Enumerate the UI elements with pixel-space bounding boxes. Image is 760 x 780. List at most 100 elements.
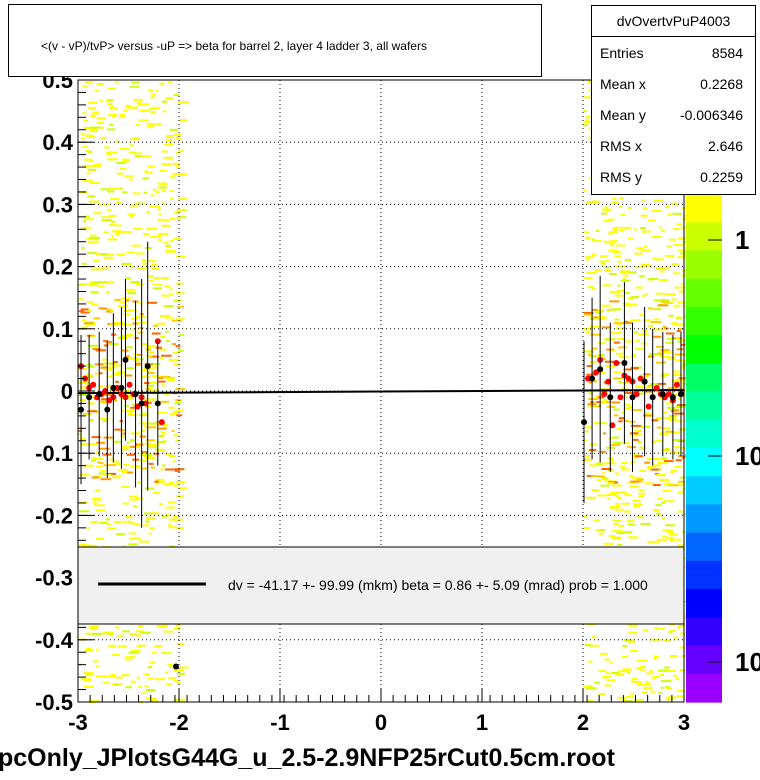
density-cell: [668, 533, 678, 536]
density-cell: [124, 175, 134, 178]
density-cell: [674, 286, 686, 289]
density-cell: [91, 303, 99, 306]
density-cell: [622, 492, 627, 495]
density-cell: [123, 520, 132, 523]
data-point: [665, 391, 672, 398]
density-cell: [161, 277, 170, 279]
density-cell: [172, 319, 183, 322]
density-cell: [95, 200, 100, 203]
data-point: [593, 369, 600, 376]
density-cell: [655, 458, 664, 461]
density-cell: [655, 258, 664, 261]
density-cell: [168, 358, 179, 361]
density-cell: [150, 93, 156, 96]
density-cell: [97, 285, 105, 288]
density-cell: [103, 368, 113, 371]
density-cell: [661, 517, 666, 520]
density-cell: [667, 356, 671, 359]
density-cell: [90, 625, 99, 628]
density-cell: [128, 532, 137, 535]
density-cell: [84, 321, 95, 324]
density-cell: [158, 380, 166, 383]
density-cell: [87, 365, 95, 368]
density-cell: [677, 256, 685, 259]
density-cell: [149, 661, 156, 664]
density-cell: [650, 468, 659, 471]
density-cell: [632, 438, 639, 441]
title-box: <(v - vP)/tvP> versus -uP => beta for ba…: [8, 4, 542, 77]
y-tick-label: 0.2: [42, 255, 73, 280]
density-cell: [141, 412, 149, 415]
density-cell: [660, 355, 670, 358]
data-point: [78, 406, 85, 413]
density-cell: [99, 99, 103, 102]
density-cell: [94, 111, 100, 114]
density-cell: [170, 176, 176, 179]
density-cell: [658, 328, 667, 331]
color-scale-cell: [686, 504, 722, 534]
density-cell: [85, 215, 90, 218]
density-cell: [146, 227, 157, 230]
density-cell: [85, 150, 90, 152]
x-tick-label: -3: [68, 710, 88, 735]
density-cell: [615, 244, 626, 247]
density-cell: [627, 523, 635, 526]
density-cell: [644, 293, 648, 296]
density-cell: [177, 672, 186, 675]
density-cell: [169, 413, 178, 416]
density-cell: [90, 115, 96, 118]
density-cell: [651, 209, 662, 212]
density-cell: [622, 278, 626, 281]
density-cell: [603, 432, 607, 435]
density-cell: [143, 191, 147, 194]
density-cell: [176, 208, 188, 211]
density-cell: [129, 633, 136, 635]
density-cell: [149, 527, 155, 530]
density-cell: [123, 109, 127, 112]
density-cell: [657, 538, 668, 541]
density-cell: [146, 125, 155, 128]
density-cell: [638, 492, 646, 495]
density-cell: [599, 450, 606, 453]
density-cell: [162, 630, 173, 633]
data-point: [673, 381, 680, 388]
density-cell: [176, 414, 183, 417]
density-cell: [589, 443, 597, 446]
density-cell: [103, 253, 115, 256]
y-tick-label: 0.1: [42, 317, 73, 342]
density-cell: [168, 501, 177, 504]
density-cell: [609, 661, 613, 664]
density-cell: [584, 644, 591, 646]
density-cell: [94, 163, 102, 166]
density-cell: [673, 416, 677, 419]
density-cell: [616, 352, 625, 355]
density-cell: [167, 378, 174, 381]
density-cell: [599, 260, 605, 263]
data-point: [102, 388, 109, 394]
density-cell: [174, 136, 182, 139]
density-cell: [665, 687, 673, 690]
density-cell: [115, 140, 119, 143]
density-cell: [630, 434, 637, 437]
density-cell: [603, 676, 611, 678]
density-cell: [586, 331, 590, 333]
data-point: [134, 403, 141, 410]
density-cell: [125, 355, 130, 358]
density-cell: [86, 172, 91, 175]
density-cell: [589, 355, 597, 358]
density-cell: [629, 303, 637, 306]
density-cell: [137, 442, 143, 445]
density-cell: [167, 663, 173, 666]
density-cell: [148, 301, 158, 304]
density-cell: [617, 543, 623, 546]
density-cell: [86, 324, 96, 326]
density-cell: [631, 677, 638, 680]
density-cell: [85, 674, 93, 677]
density-cell: [87, 195, 95, 198]
density-cell: [123, 310, 129, 312]
density-cell: [173, 94, 179, 97]
density-cell: [669, 451, 673, 454]
density-cell: [153, 324, 158, 327]
density-cell: [634, 680, 642, 683]
density-cell: [78, 543, 88, 546]
